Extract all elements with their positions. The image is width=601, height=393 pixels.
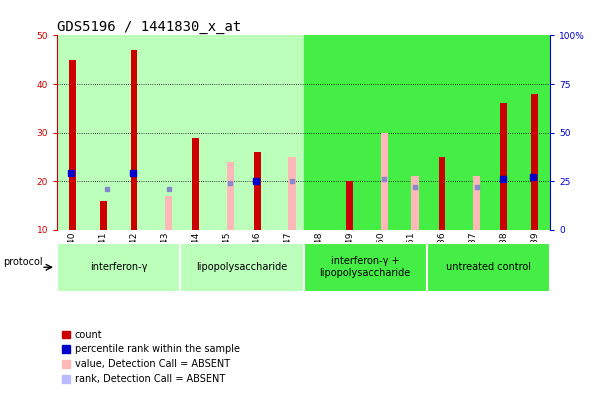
Bar — [346, 181, 353, 230]
Bar — [501, 103, 507, 230]
Bar — [57, 35, 180, 230]
Bar — [180, 243, 304, 292]
Legend: count, percentile rank within the sample, value, Detection Call = ABSENT, rank, : count, percentile rank within the sample… — [62, 330, 240, 384]
Bar — [531, 94, 538, 230]
Text: lipopolysaccharide: lipopolysaccharide — [197, 262, 287, 272]
Text: interferon-γ: interferon-γ — [90, 262, 147, 272]
Bar — [100, 201, 106, 230]
Bar — [304, 243, 427, 292]
Bar — [254, 152, 261, 230]
Text: untreated control: untreated control — [446, 262, 531, 272]
Bar — [57, 243, 180, 292]
Text: protocol: protocol — [3, 257, 43, 267]
Text: GDS5196 / 1441830_x_at: GDS5196 / 1441830_x_at — [57, 20, 242, 34]
Bar — [439, 157, 445, 230]
Bar — [380, 132, 388, 230]
Bar — [165, 196, 172, 230]
Bar — [288, 157, 296, 230]
Text: interferon-γ +
lipopolysaccharide: interferon-γ + lipopolysaccharide — [320, 257, 410, 278]
Bar — [427, 243, 550, 292]
Bar — [473, 176, 480, 230]
Bar — [180, 35, 304, 230]
Bar — [427, 35, 550, 230]
Bar — [192, 138, 199, 230]
Bar — [69, 60, 76, 230]
Bar — [227, 162, 234, 230]
Bar — [304, 35, 427, 230]
Bar — [411, 176, 419, 230]
Bar — [131, 50, 138, 230]
